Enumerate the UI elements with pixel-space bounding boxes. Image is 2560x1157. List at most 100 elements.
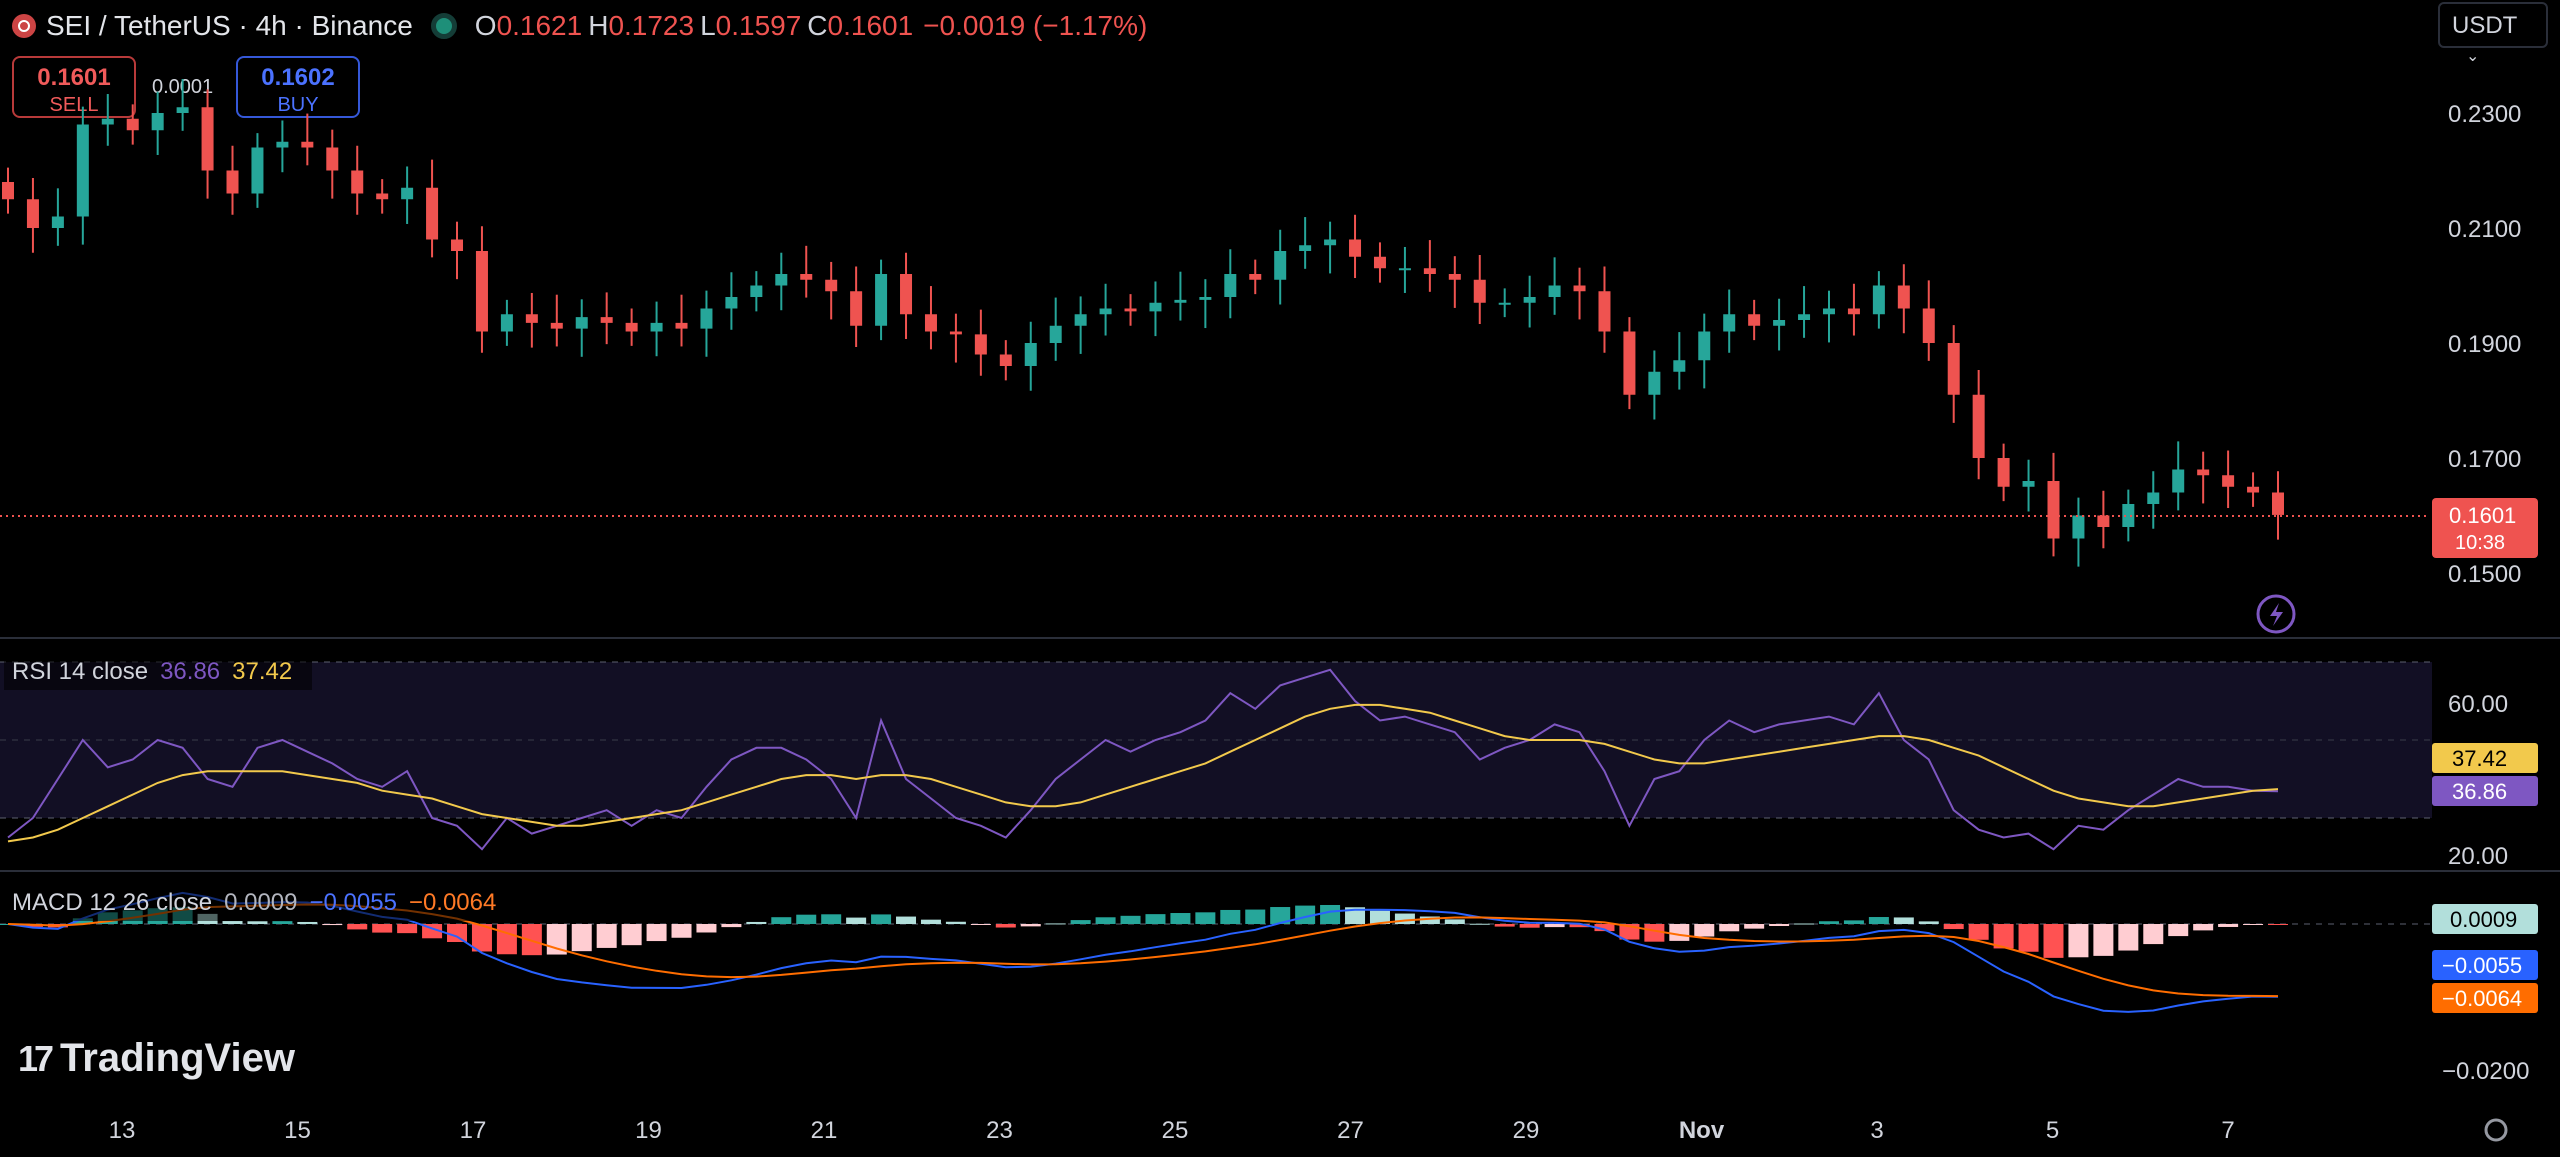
time-tick: 15 bbox=[284, 1117, 311, 1144]
candle-body bbox=[1997, 458, 2010, 487]
candle-body bbox=[1773, 320, 1786, 326]
candle-body bbox=[26, 199, 39, 228]
macd-legend[interactable]: MACD 12 26 close 0.0009 −0.0055 −0.0064 bbox=[4, 885, 517, 921]
candle-body bbox=[1124, 308, 1137, 312]
settings-icon[interactable] bbox=[2484, 1118, 2508, 1142]
candle-body bbox=[276, 141, 289, 148]
macd-histogram-bar bbox=[1918, 921, 1939, 924]
rsi-line bbox=[7, 668, 2279, 851]
macd-histogram-bar bbox=[72, 918, 93, 924]
candle-body bbox=[2147, 492, 2160, 504]
macd-histogram-bar bbox=[372, 924, 393, 933]
time-tick: 27 bbox=[1337, 1117, 1364, 1144]
time-tick: 3 bbox=[1870, 1117, 1883, 1144]
macd-histogram-bar bbox=[1320, 904, 1341, 924]
macd-histogram-bar bbox=[347, 924, 368, 930]
candle-body bbox=[301, 141, 314, 148]
candle-body bbox=[700, 308, 713, 329]
candle-body bbox=[76, 124, 89, 217]
macd-histogram-bar bbox=[846, 917, 867, 924]
macd-histogram-bar bbox=[2143, 924, 2164, 945]
signal-value: −0.0064 bbox=[408, 889, 497, 916]
low-value: 0.1597 bbox=[715, 10, 802, 41]
candle-body bbox=[1373, 256, 1386, 269]
macd-histogram-bar bbox=[2168, 924, 2189, 937]
tradingview-logo[interactable]: 17 TradingView bbox=[18, 1036, 295, 1081]
currency-select[interactable]: USDT ⌄ bbox=[2438, 2, 2548, 65]
time-tick: 17 bbox=[460, 1117, 487, 1144]
buy-label: BUY bbox=[277, 94, 319, 116]
macd-histogram-bar bbox=[2218, 924, 2239, 927]
candle-body bbox=[1573, 285, 1586, 292]
macd-histogram-bar bbox=[1544, 924, 1565, 928]
candle-body bbox=[1648, 371, 1661, 395]
macd-histogram-bar bbox=[247, 921, 268, 924]
candle-body bbox=[750, 285, 763, 297]
candle-body bbox=[1673, 360, 1686, 372]
macd-histogram-bar bbox=[1519, 924, 1540, 928]
time-tick: 7 bbox=[2221, 1117, 2234, 1144]
macd-histogram-bar bbox=[2093, 924, 2114, 956]
buy-button[interactable]: 0.1602 BUY bbox=[236, 56, 360, 118]
candle-body bbox=[1324, 239, 1337, 246]
candle-body bbox=[2247, 486, 2260, 493]
macd-histogram-bar bbox=[1419, 916, 1440, 924]
macd-histogram-bar bbox=[1769, 924, 1790, 927]
time-tick: 5 bbox=[2046, 1117, 2059, 1144]
rsi-ma-value: 37.42 bbox=[232, 658, 293, 685]
candle-body bbox=[1523, 297, 1536, 303]
candle-body bbox=[1623, 331, 1636, 395]
sell-label: SELL bbox=[49, 94, 99, 116]
candle-body bbox=[1274, 251, 1287, 280]
candle-body bbox=[800, 274, 813, 280]
candle-body bbox=[1822, 308, 1835, 315]
candle-body bbox=[2122, 504, 2135, 527]
symbol-header[interactable]: SEI / TetherUS · 4h · Binance O 0.1621 H… bbox=[12, 6, 1147, 46]
macd-histogram-bar bbox=[1345, 907, 1366, 924]
time-tick: 13 bbox=[109, 1117, 136, 1144]
macd-histogram-bar bbox=[1195, 912, 1216, 924]
buy-price: 0.1602 bbox=[261, 64, 335, 91]
sell-button[interactable]: 0.1601 SELL bbox=[12, 56, 136, 118]
candle-body bbox=[1174, 299, 1187, 303]
candle-body bbox=[1748, 314, 1761, 326]
price-tick: 0.2300 bbox=[2448, 101, 2521, 128]
macd-histogram-bar bbox=[571, 924, 592, 952]
macd-histogram-bar bbox=[746, 921, 767, 924]
macd-histogram-bar bbox=[1020, 924, 1041, 927]
candle-body bbox=[151, 113, 164, 131]
macd-histogram-bar bbox=[1843, 920, 1864, 924]
macd-histogram-bar bbox=[1045, 923, 1066, 925]
candle-body bbox=[1249, 274, 1262, 280]
macd-histogram-bar bbox=[1220, 909, 1241, 924]
candle-body bbox=[426, 187, 439, 240]
macd-histogram-bar bbox=[721, 924, 742, 928]
candle-body bbox=[2022, 481, 2035, 487]
candle-body bbox=[1723, 314, 1736, 332]
candle-body bbox=[775, 274, 788, 286]
candle-body bbox=[226, 170, 239, 194]
candle-body bbox=[2172, 469, 2185, 493]
candle-body bbox=[376, 193, 389, 200]
candle-body bbox=[625, 322, 638, 332]
rsi-ma-line bbox=[7, 703, 2279, 843]
macd-histogram-bar bbox=[1369, 910, 1390, 924]
macd-histogram-bar bbox=[1744, 924, 1765, 929]
candle-body bbox=[1972, 394, 1985, 458]
macd-histogram-bar bbox=[970, 924, 991, 925]
signal-badge-value: −0.0064 bbox=[2442, 986, 2522, 1011]
rsi-legend[interactable]: RSI 14 close 36.86 37.42 bbox=[4, 654, 313, 690]
macd-histogram-bar bbox=[1968, 924, 1989, 940]
macd-histogram-bar bbox=[771, 917, 792, 924]
candle-body bbox=[475, 251, 488, 332]
macd-histogram-bar bbox=[1494, 924, 1515, 927]
candle-body bbox=[974, 334, 987, 355]
macd-histogram-bar bbox=[1694, 924, 1715, 937]
candle-body bbox=[2197, 469, 2210, 476]
candle-body bbox=[850, 291, 863, 326]
lightning-icon[interactable] bbox=[2256, 594, 2296, 634]
symbol-title[interactable]: SEI / TetherUS · 4h · Binance bbox=[46, 10, 413, 41]
candle-body bbox=[201, 107, 214, 171]
macd-histogram-bar bbox=[397, 924, 418, 934]
